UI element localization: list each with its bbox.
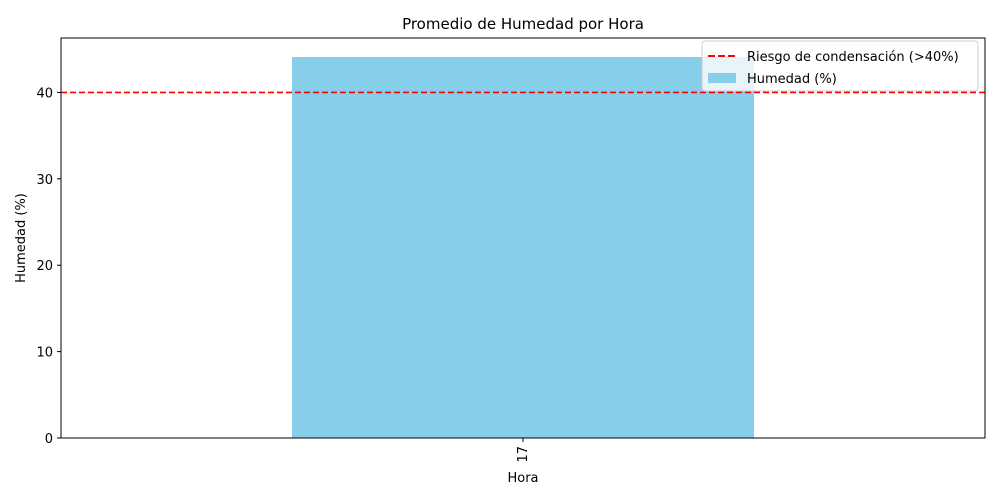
y-axis-label: Humedad (%) [14, 193, 29, 283]
legend-threshold-label: Riesgo de condensación (>40%) [747, 50, 959, 65]
x-axis-label: Hora [507, 471, 538, 486]
legend-box [701, 40, 979, 92]
axes-frame [60, 37, 986, 439]
bars-group [292, 57, 754, 439]
legend-bar-label: Humedad (%) [747, 72, 837, 87]
y-tick-label: 20 [36, 259, 53, 274]
y-tick-label: 0 [45, 432, 53, 447]
y-tick-label: 30 [36, 173, 53, 188]
legend: Riesgo de condensación (>40%) Humedad (%… [701, 40, 979, 92]
y-tick-label: 40 [36, 86, 53, 101]
x-tick-label: 17 [516, 446, 531, 463]
plot-frame [60, 37, 986, 439]
chart-title: Promedio de Humedad por Hora [402, 15, 644, 33]
bar [292, 57, 754, 439]
y-axis-ticks: 0 10 20 30 40 [36, 86, 61, 447]
y-tick-label: 10 [36, 346, 53, 361]
legend-bar-swatch [708, 73, 736, 83]
x-axis-ticks: 17 [516, 438, 531, 463]
